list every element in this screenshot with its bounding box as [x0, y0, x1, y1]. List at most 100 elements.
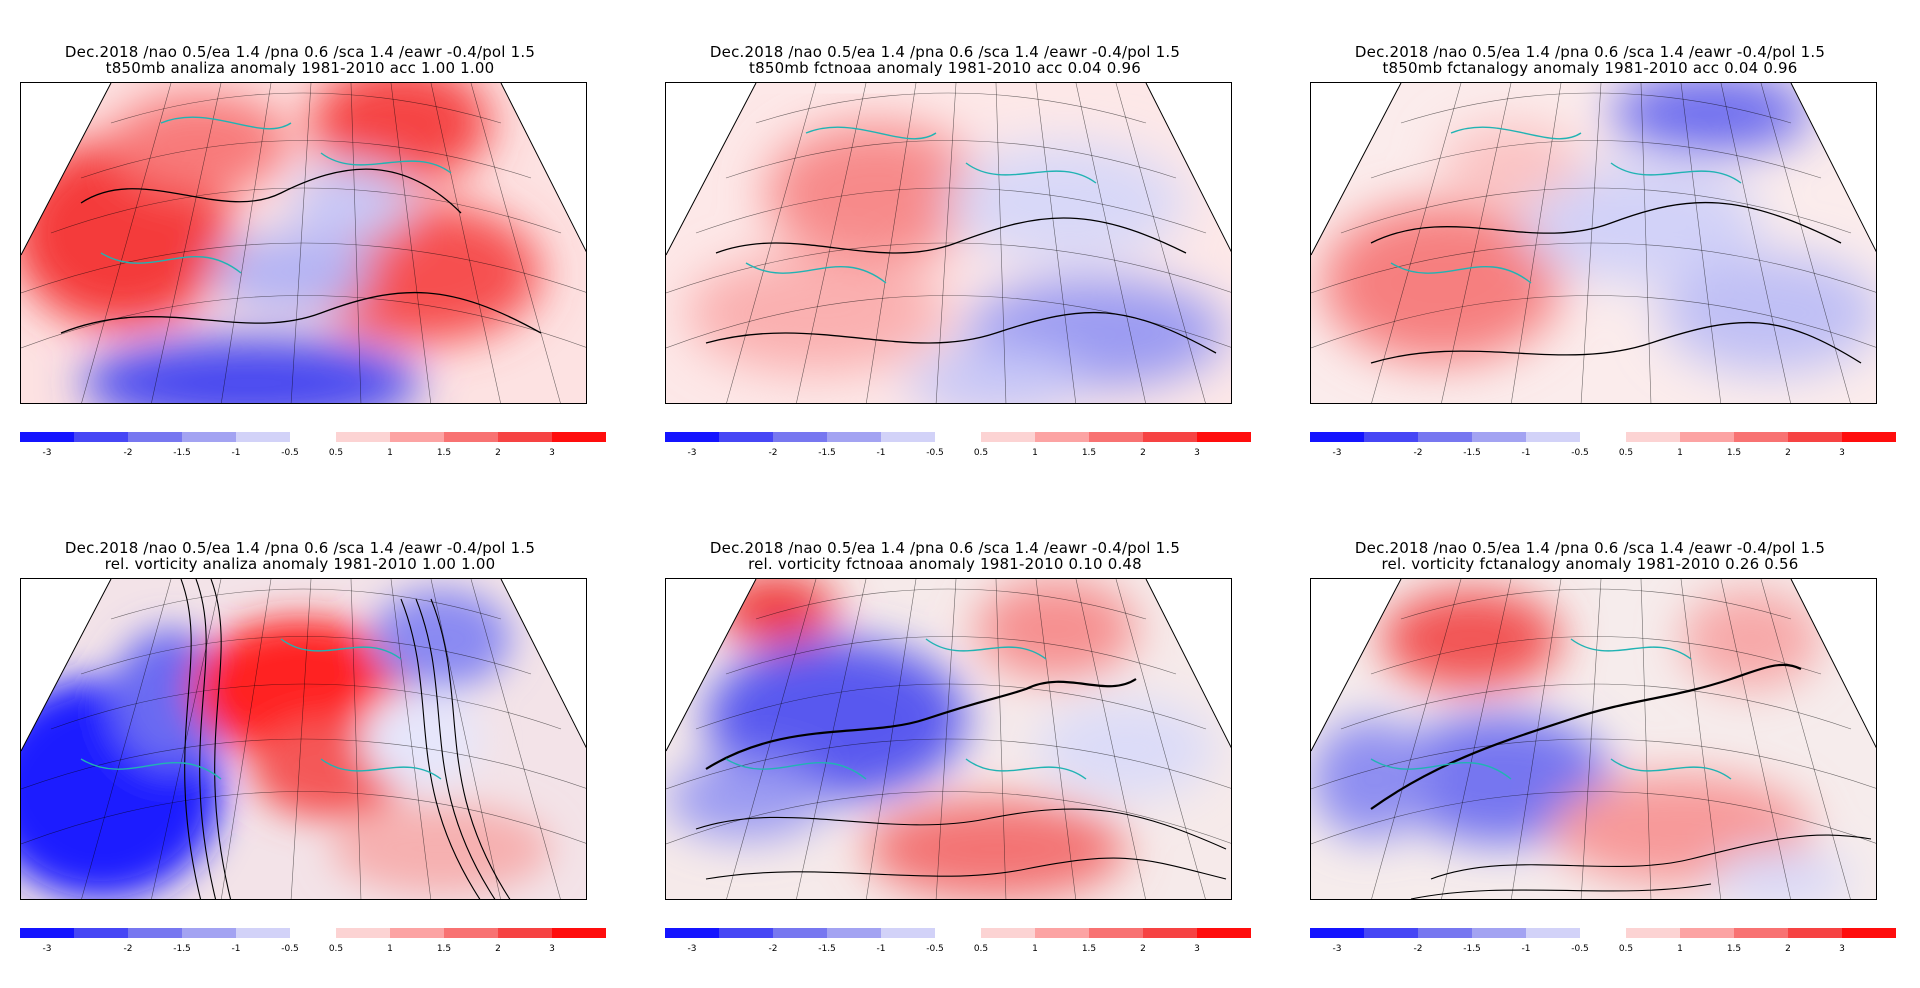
map-frame — [20, 82, 587, 404]
colorbar-label: -2 — [123, 448, 133, 458]
colorbar-pos-2 — [1680, 928, 1734, 938]
colorbar-label: -0.5 — [926, 448, 944, 458]
colorbar-label: -2 — [768, 944, 778, 954]
colorbar-label: 2 — [1140, 944, 1146, 954]
panel-title-line1: Dec.2018 /nao 0.5/ea 1.4 /pna 0.6 /sca 1… — [64, 43, 536, 61]
map-panel-vorticity-fctanalogy: Dec.2018 /nao 0.5/ea 1.4 /pna 0.6 /sca 1… — [1290, 540, 1896, 980]
colorbar-neg-4 — [1472, 432, 1526, 442]
colorbar-label: -3 — [42, 448, 52, 458]
colorbar-neg-5 — [1526, 928, 1580, 938]
colorbar-neg-3 — [128, 432, 182, 442]
panel-title-line1: Dec.2018 /nao 0.5/ea 1.4 /pna 0.6 /sca 1… — [64, 539, 536, 557]
colorbar-pos-3 — [1089, 928, 1143, 938]
colorbar-label: -1 — [231, 448, 241, 458]
colorbar-label: 1 — [1032, 944, 1038, 954]
colorbar: -3 -2 -1.5 -1 -0.5 0.5 1 1.5 2 3 — [665, 928, 1255, 958]
colorbar-label: 1 — [387, 944, 393, 954]
colorbar-neg-1 — [665, 432, 719, 442]
colorbar-label: -3 — [1332, 944, 1342, 954]
panel-title-line1: Dec.2018 /nao 0.5/ea 1.4 /pna 0.6 /sca 1… — [1354, 43, 1826, 61]
colorbar-neg-3 — [1418, 432, 1472, 442]
panel-title-line2: t850mb fctanalogy anomaly 1981-2010 acc … — [1382, 59, 1798, 77]
map-panel-vorticity-analiza: Dec.2018 /nao 0.5/ea 1.4 /pna 0.6 /sca 1… — [0, 539, 606, 980]
colorbar-label: -3 — [42, 944, 52, 954]
colorbar-label: -0.5 — [1571, 944, 1589, 954]
colorbar: -3 -2 -1.5 -1 -0.5 0.5 1 1.5 2 3 — [20, 432, 610, 462]
map-frame — [1310, 82, 1877, 404]
colorbar-label: 1.5 — [436, 448, 452, 458]
colorbar-neg-2 — [1364, 432, 1418, 442]
colorbar-neg-3 — [773, 432, 827, 442]
colorbar-label: 0.5 — [1618, 944, 1634, 954]
colorbar-pos-1 — [336, 432, 390, 442]
colorbar-neg-5 — [881, 432, 935, 442]
colorbar-neg-1 — [665, 928, 719, 938]
colorbar-label: 1.5 — [1726, 448, 1742, 458]
colorbar-label: 1 — [387, 448, 393, 458]
colorbar-label: -0.5 — [1571, 448, 1589, 458]
colorbar-neg-1 — [20, 432, 74, 442]
colorbar-label: 3 — [1194, 448, 1200, 458]
anomaly-map — [666, 83, 1231, 403]
colorbar-pos-4 — [1143, 928, 1197, 938]
colorbar-neg-1 — [1310, 432, 1364, 442]
colorbar-label: 1.5 — [1081, 944, 1097, 954]
colorbar-label: 2 — [1785, 448, 1791, 458]
colorbar: -3 -2 -1.5 -1 -0.5 0.5 1 1.5 2 3 — [20, 928, 610, 958]
colorbar-label: -0.5 — [281, 944, 299, 954]
colorbar-pos-2 — [1035, 432, 1089, 442]
colorbar-label: 0.5 — [1618, 448, 1634, 458]
colorbar-label: 3 — [549, 448, 555, 458]
panel-title-line2: rel. vorticity fctanalogy anomaly 1981-2… — [1381, 555, 1799, 573]
colorbar-label: 1.5 — [436, 944, 452, 954]
colorbar-neg-1 — [1310, 928, 1364, 938]
colorbar-pos-1 — [336, 928, 390, 938]
colorbar-neg-3 — [128, 928, 182, 938]
colorbar-label: -3 — [687, 944, 697, 954]
colorbar-pos-5 — [1197, 928, 1251, 938]
colorbar-pos-5 — [552, 928, 606, 938]
colorbar-pos-5 — [1197, 432, 1251, 442]
colorbar-label: -2 — [1413, 448, 1423, 458]
colorbar-label: -2 — [123, 944, 133, 954]
panel-title-line1: Dec.2018 /nao 0.5/ea 1.4 /pna 0.6 /sca 1… — [709, 43, 1181, 61]
colorbar-neg-3 — [1418, 928, 1472, 938]
colorbar-label: 1.5 — [1726, 944, 1742, 954]
colorbar-pos-1 — [1626, 928, 1680, 938]
colorbar-neg-4 — [827, 928, 881, 938]
colorbar-label: -1 — [231, 944, 241, 954]
map-frame — [1310, 578, 1877, 900]
colorbar-pos-2 — [390, 432, 444, 442]
colorbar: -3 -2 -1.5 -1 -0.5 0.5 1 1.5 2 3 — [1310, 928, 1900, 958]
colorbar-neg-3 — [773, 928, 827, 938]
map-panel-t850-analiza: Dec.2018 /nao 0.5/ea 1.4 /pna 0.6 /sca 1… — [0, 43, 606, 484]
colorbar-neg-2 — [74, 432, 128, 442]
colorbar-label: 2 — [495, 448, 501, 458]
colorbar-label: -1 — [876, 448, 886, 458]
colorbar-pos-3 — [444, 432, 498, 442]
map-frame — [665, 578, 1232, 900]
colorbar-pos-2 — [1035, 928, 1089, 938]
colorbar-label: -1.5 — [1463, 944, 1481, 954]
anomaly-map — [666, 579, 1231, 899]
colorbar-neg-2 — [1364, 928, 1418, 938]
colorbar: -3 -2 -1.5 -1 -0.5 0.5 1 1.5 2 3 — [665, 432, 1255, 462]
colorbar-label: 0.5 — [973, 944, 989, 954]
colorbar-label: 1 — [1677, 448, 1683, 458]
colorbar-pos-4 — [1143, 432, 1197, 442]
colorbar-label: 1 — [1032, 448, 1038, 458]
colorbar-pos-3 — [1734, 432, 1788, 442]
colorbar-label: -0.5 — [281, 448, 299, 458]
colorbar-pos-5 — [552, 432, 606, 442]
anomaly-map — [1311, 579, 1876, 899]
colorbar: -3 -2 -1.5 -1 -0.5 0.5 1 1.5 2 3 — [1310, 432, 1900, 462]
colorbar-neg-2 — [719, 928, 773, 938]
colorbar-neg-5 — [881, 928, 935, 938]
colorbar-pos-3 — [1734, 928, 1788, 938]
panel-title-line2: t850mb analiza anomaly 1981-2010 acc 1.0… — [105, 59, 495, 77]
anomaly-map — [21, 83, 586, 403]
colorbar-label: -2 — [768, 448, 778, 458]
colorbar-neg-2 — [719, 432, 773, 442]
map-frame — [20, 578, 587, 900]
colorbar-label: -1.5 — [173, 448, 191, 458]
